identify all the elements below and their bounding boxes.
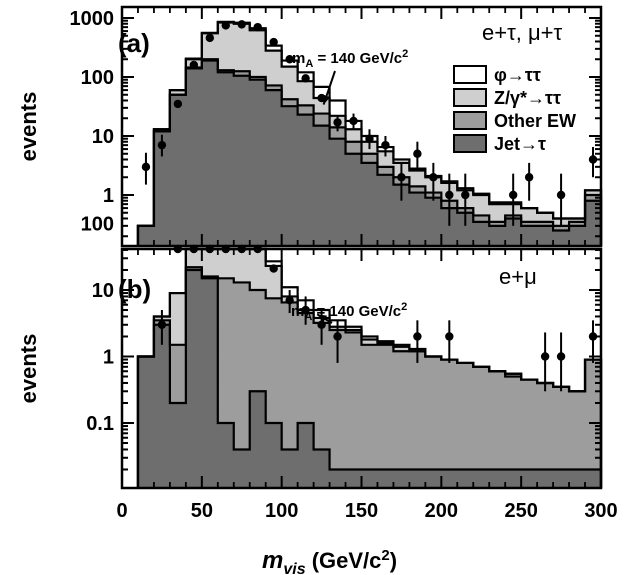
data-point [556,190,566,200]
y-axis-label: events [16,92,41,162]
hist-fill-jet [137,269,601,488]
y-tick-label: 1 [103,347,114,369]
data-point [205,33,215,43]
legend-label: Z/γ*→ττ [494,88,561,108]
data-point [556,352,566,361]
legend-swatch [453,65,487,84]
data-point [253,22,262,32]
data-point [381,140,390,150]
x-tick-label: 300 [584,500,617,522]
hist-fill-jet [137,60,601,246]
data-point [508,190,518,200]
legend-label: φ→ττ [494,65,541,85]
x-axis-title: mvis (GeV/c2) [262,547,397,575]
data-point [333,118,342,127]
data-point [269,264,278,273]
data-point [349,116,358,126]
data-point [269,37,278,47]
legend: φ→ττ Z/γ*→ττ Other EW Jet→τ [453,65,576,154]
y-tick-label: 0.1 [86,413,114,435]
panel-a-channel: e+τ, μ+τ [482,20,563,45]
data-point [157,140,167,150]
data-point [588,155,598,164]
y-tick-label: 10 [92,280,114,302]
data-point [397,173,406,182]
data-point [301,74,310,83]
data-point [285,296,294,305]
mass-annotation: mA = 140 GeV/c2 [291,301,407,323]
panel-b-label: (b) [118,274,151,304]
data-point [285,55,294,64]
x-tick-label: 250 [504,500,537,522]
y-tick-label: 10 [92,126,114,148]
data-point [365,134,374,143]
hist-outline [136,266,603,488]
data-point [157,320,167,329]
annotation-arrowhead [322,94,331,105]
hist-outline [136,59,603,246]
legend-swatch [453,111,487,130]
panel-a: 1 10 100 1000 events mA = 140 GeV/c2 [16,5,603,248]
y-axis-label: events [16,334,41,404]
data-point [429,173,438,182]
y-tick-label: 1000 [70,8,115,30]
data-point [333,332,342,341]
data-point [141,162,151,172]
legend-swatch [453,88,487,107]
hist-outline [136,268,603,488]
x-tick-label: 0 [116,500,127,522]
y-tick-label: 100 [81,214,114,236]
data-point [317,320,326,329]
hist-outline [136,21,603,246]
x-tick-label: 200 [425,500,458,522]
data-point [461,190,470,200]
data-point [445,332,454,341]
data-point [189,60,199,70]
x-tick-label: 50 [191,500,213,522]
data-point [413,149,422,158]
data-point [540,352,550,361]
data-point [524,173,534,182]
data-point [413,332,422,341]
y-tick-label: 100 [81,67,114,89]
panel-b-channel: e+μ [499,264,537,289]
data-point [445,190,454,200]
legend-label: Jet→τ [494,134,546,154]
panel-a-label: (a) [118,28,150,58]
y-tick-label: 1 [103,185,114,207]
panel-b: 0.1 1 10 100 events mA = 140 GeV/c2 [16,214,603,490]
mass-annotation: mA = 140 GeV/c2 [292,48,408,70]
data-point [237,20,246,29]
x-tick-label: 150 [345,500,378,522]
x-axis: 0 50 100 150 200 250 300 mvis (GeV/c2) [116,500,617,575]
x-tick-label: 100 [265,500,298,522]
data-point [221,21,230,30]
annotation-arrowhead [317,314,328,323]
data-point [173,99,183,109]
data-point [588,332,598,341]
data-point [301,305,310,315]
legend-label: Other EW [494,111,576,131]
legend-swatch [453,134,487,153]
